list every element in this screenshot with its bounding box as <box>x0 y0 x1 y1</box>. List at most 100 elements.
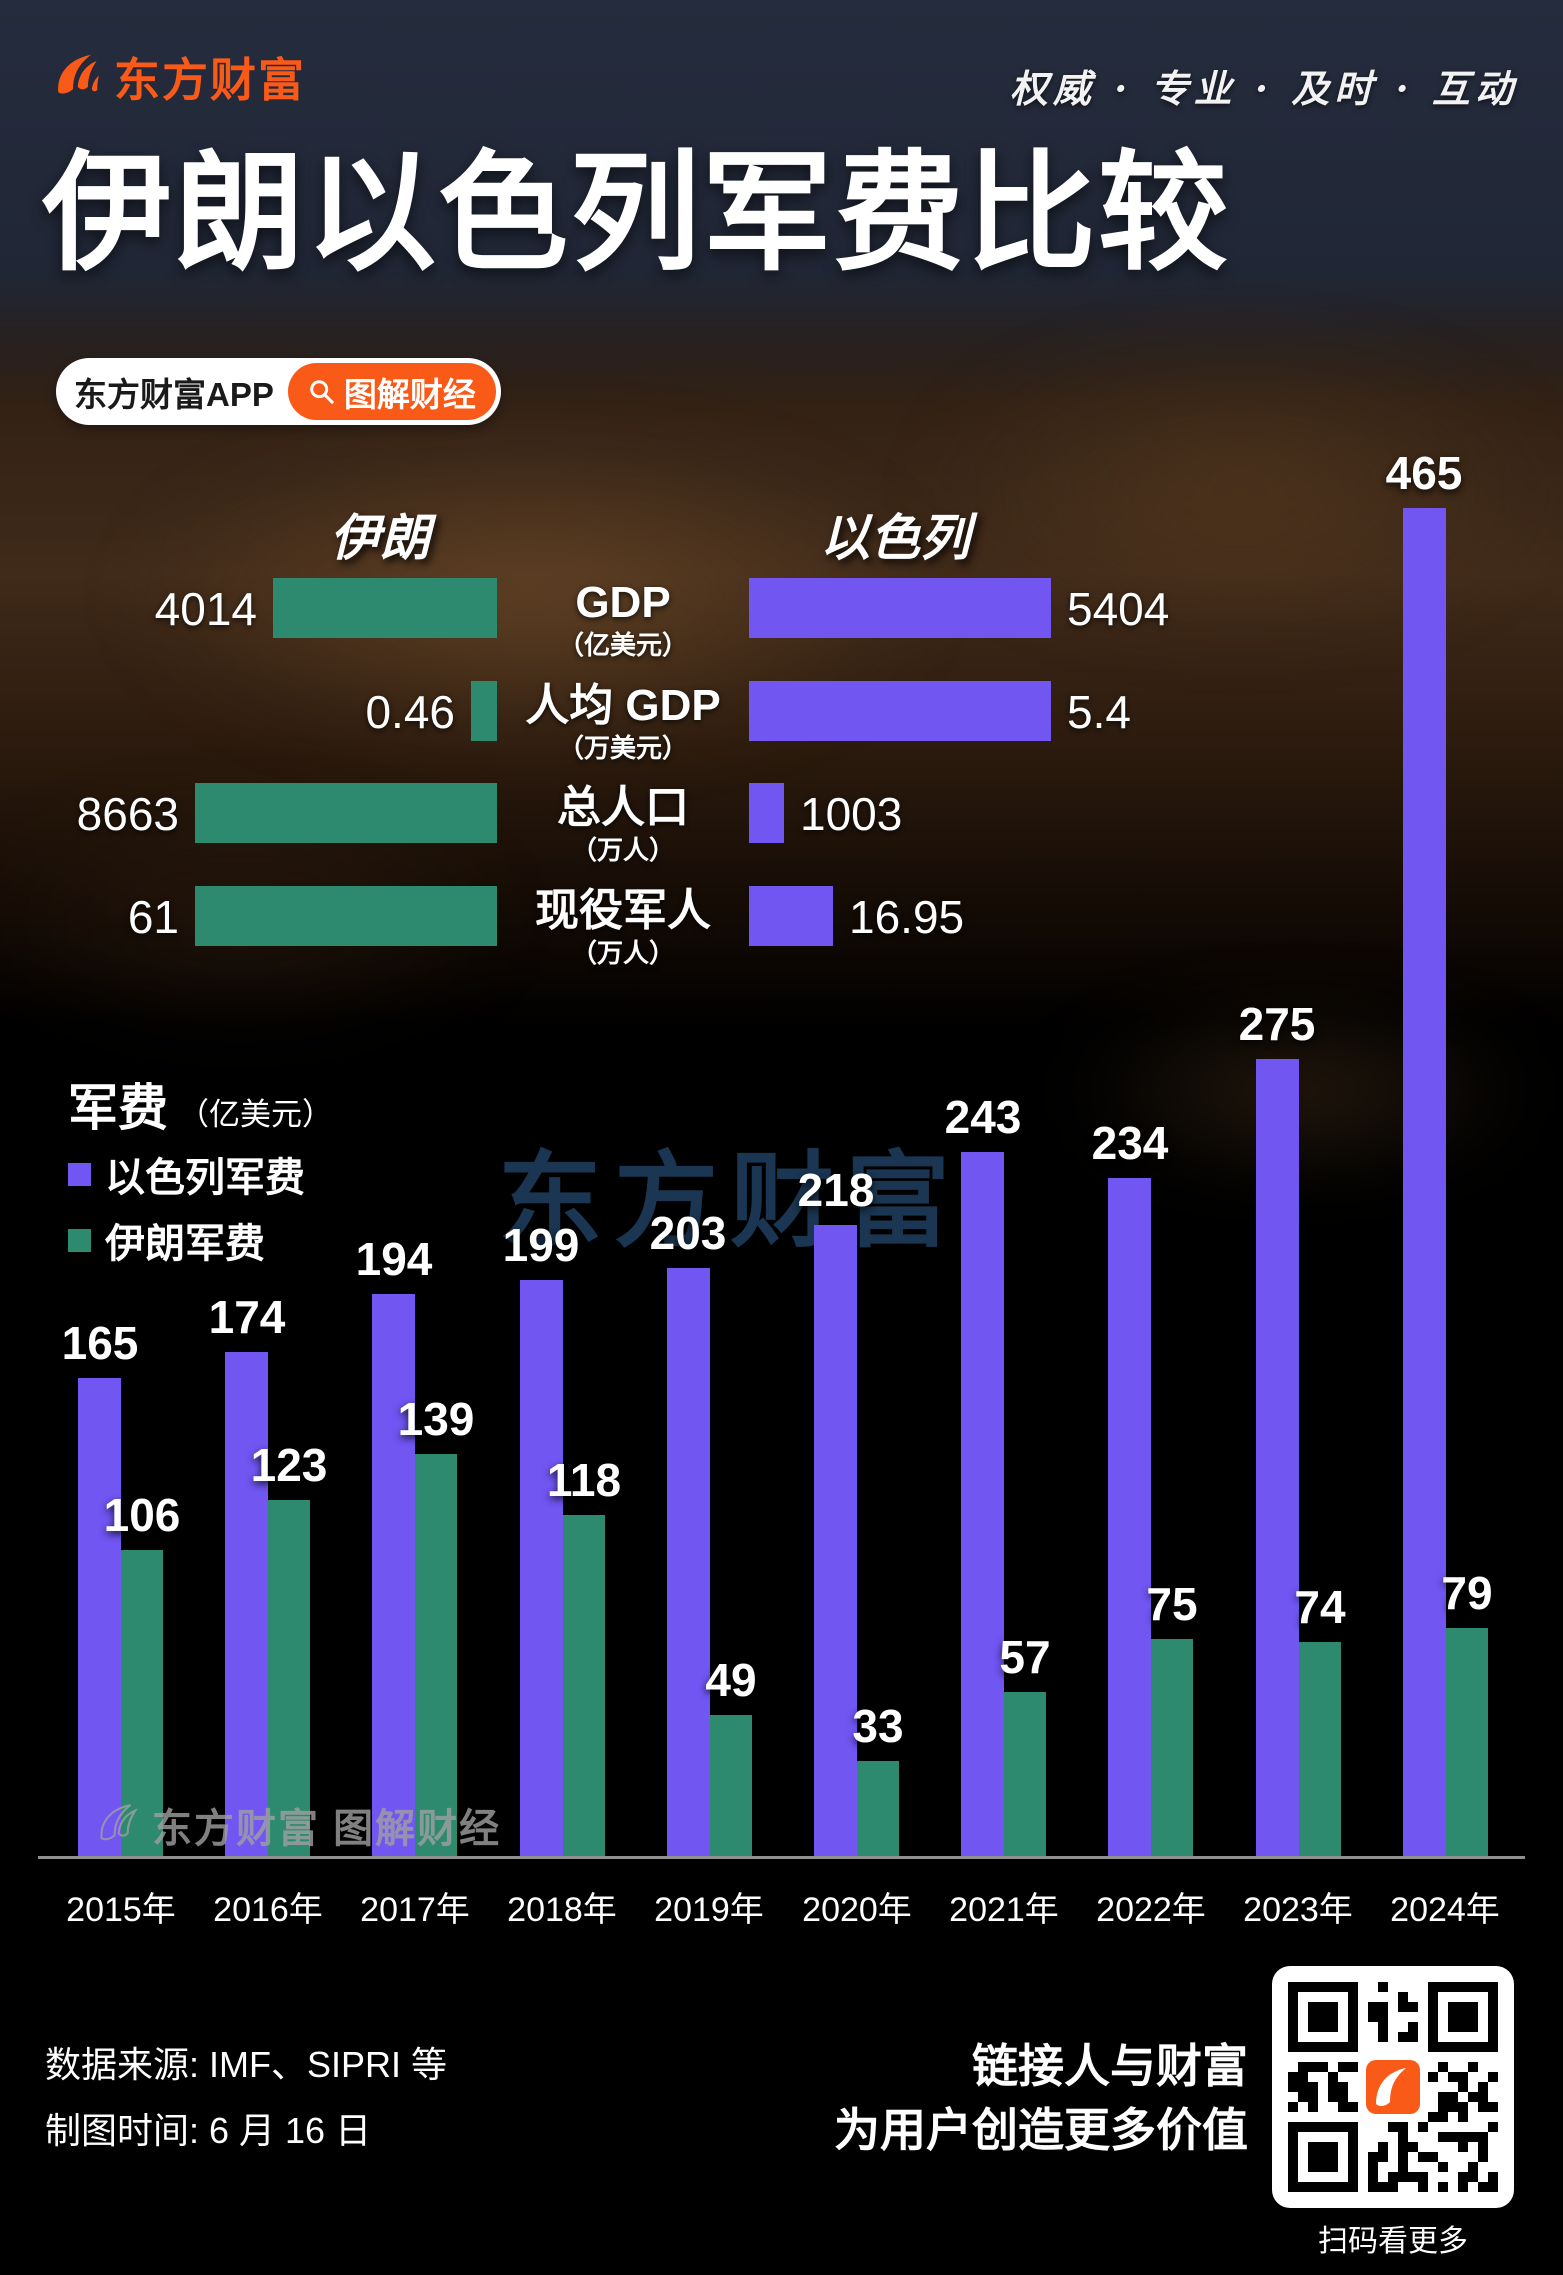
bar-value-label: 243 <box>944 1091 1022 1143</box>
bar-israel-2021 <box>961 1152 1004 1857</box>
app-pill[interactable]: 东方财富APP 图解财经 <box>56 358 501 425</box>
row-unit: （万美元） <box>557 733 688 763</box>
footer-slogan-line2: 为用户创造更多价值 <box>834 2104 1248 2156</box>
app-pill-label: 东方财富APP <box>74 375 274 413</box>
comparison-row: 4014 GDP （亿美元） 5404 <box>0 578 1563 676</box>
bar-value-label: 74 <box>1294 1581 1346 1633</box>
x-axis-line <box>38 1856 1525 1859</box>
brand-tagline: 权威 · 专业 · 及时 · 互动 <box>1009 66 1518 111</box>
iran-value: 61 <box>127 891 179 943</box>
row-unit: （亿美元） <box>557 630 688 660</box>
bar-israel-2020 <box>814 1225 857 1857</box>
israel-bar <box>749 886 833 946</box>
x-axis-label: 2020年 <box>802 1891 912 1929</box>
bottom-watermark: 东方财富 图解财经 <box>96 1796 501 1854</box>
comparison-row-label: GDP （亿美元） <box>497 578 749 660</box>
bar-israel-2023 <box>1256 1059 1299 1857</box>
bar-value-label: 79 <box>1441 1567 1493 1619</box>
chart-title-text: 军费 <box>68 1080 168 1136</box>
bar-israel-2017 <box>372 1294 415 1857</box>
x-axis-label: 2021年 <box>949 1891 1059 1929</box>
background-highlight <box>1060 1000 1540 1180</box>
bar-value-label: 218 <box>797 1164 875 1216</box>
logo-text: 东方财富 <box>114 54 306 106</box>
iran-value: 0.46 <box>365 686 455 738</box>
center-watermark: 东方财富 <box>498 1144 963 1260</box>
bar-israel-2022 <box>1108 1178 1151 1857</box>
row-unit: （万人） <box>570 835 675 865</box>
legend-label-israel: 以色列军费 <box>105 1156 305 1200</box>
iran-header: 伊朗 <box>330 510 430 566</box>
footer-date: 制图时间: 6 月 16 日 <box>45 2110 372 2151</box>
footer-source: 数据来源: IMF、SIPRI 等 <box>45 2044 448 2085</box>
row-label: 总人口 <box>557 783 689 832</box>
bar-value-label: 174 <box>208 1291 286 1343</box>
israel-header: 以色列 <box>820 510 970 566</box>
iran-value: 4014 <box>154 583 257 635</box>
bar-value-label: 75 <box>1146 1578 1198 1630</box>
bar-iran-2023 <box>1299 1642 1341 1857</box>
x-axis-label: 2017年 <box>360 1891 470 1929</box>
bar-value-label: 194 <box>355 1233 433 1285</box>
qr-caption: 扫码看更多 <box>1318 2225 1468 2258</box>
pill-search-label: 图解财经 <box>343 375 476 413</box>
legend-label-iran: 伊朗军费 <box>105 1222 265 1266</box>
x-axis-label: 2023年 <box>1243 1891 1353 1929</box>
bar-israel-2024 <box>1403 508 1446 1857</box>
bar-value-label: 106 <box>103 1489 181 1541</box>
watermark-swoosh-icon <box>96 1801 140 1850</box>
bar-value-label: 33 <box>852 1700 904 1752</box>
row-label: 人均 GDP <box>525 681 721 730</box>
page-title: 伊朗以色列军费比较 <box>42 140 1231 286</box>
bottom-watermark-text: 东方财富 图解财经 <box>152 1807 502 1851</box>
bar-israel-2016 <box>225 1352 268 1857</box>
bar-value-label: 203 <box>649 1207 727 1259</box>
bar-iran-2018 <box>563 1515 605 1857</box>
bar-iran-2017 <box>415 1454 457 1857</box>
row-unit: （万人） <box>570 938 675 968</box>
iran-bar <box>195 886 497 946</box>
israel-value: 1003 <box>800 788 903 840</box>
bar-value-label: 199 <box>502 1219 580 1271</box>
legend-swatch-israel <box>68 1162 91 1186</box>
legend-swatch-iran <box>68 1228 91 1252</box>
bar-iran-2016 <box>268 1500 310 1857</box>
x-axis-label: 2018年 <box>507 1891 617 1929</box>
comparison-row-label: 现役军人 （万人） <box>497 886 749 968</box>
comparison-row: 61 现役军人 （万人） 16.95 <box>0 886 1563 984</box>
iran-bar <box>471 681 497 741</box>
bar-israel-2018 <box>520 1280 563 1857</box>
chart-unit-label: （亿美元） <box>178 1097 333 1132</box>
israel-bar <box>749 578 1051 638</box>
bar-value-label: 49 <box>705 1654 757 1706</box>
logo-swoosh-icon <box>52 50 102 105</box>
qr-code <box>1272 1966 1514 2208</box>
israel-value: 16.95 <box>849 891 965 943</box>
israel-value: 5.4 <box>1067 686 1131 738</box>
row-label: 现役军人 <box>535 886 711 935</box>
comparison-row-label: 人均 GDP （万美元） <box>497 681 749 763</box>
legend-israel: 以色列军费 <box>68 1145 305 1203</box>
bar-israel-2015 <box>78 1378 121 1857</box>
iran-value: 8663 <box>76 788 179 840</box>
israel-value: 5404 <box>1067 583 1170 635</box>
bar-value-label: 139 <box>397 1393 475 1445</box>
bar-value-label: 165 <box>61 1317 139 1369</box>
bar-iran-2024 <box>1446 1628 1488 1857</box>
search-icon <box>308 378 336 406</box>
bar-value-label: 234 <box>1091 1117 1169 1169</box>
legend-iran: 伊朗军费 <box>68 1211 265 1269</box>
bar-value-label: 118 <box>546 1454 622 1506</box>
bar-value-label: 123 <box>250 1439 328 1491</box>
bar-israel-2019 <box>667 1268 710 1857</box>
bar-value-label: 57 <box>999 1631 1051 1683</box>
iran-bar <box>273 578 497 638</box>
pill-search-button[interactable]: 图解财经 <box>287 363 496 420</box>
x-axis-label: 2024年 <box>1390 1891 1500 1929</box>
comparison-row: 8663 总人口 （万人） 1003 <box>0 783 1563 881</box>
x-axis-label: 2022年 <box>1096 1891 1206 1929</box>
x-axis-label: 2015年 <box>66 1891 176 1929</box>
chart-title: 军费 （亿美元） <box>68 1068 333 1140</box>
bar-iran-2021 <box>1004 1692 1046 1857</box>
